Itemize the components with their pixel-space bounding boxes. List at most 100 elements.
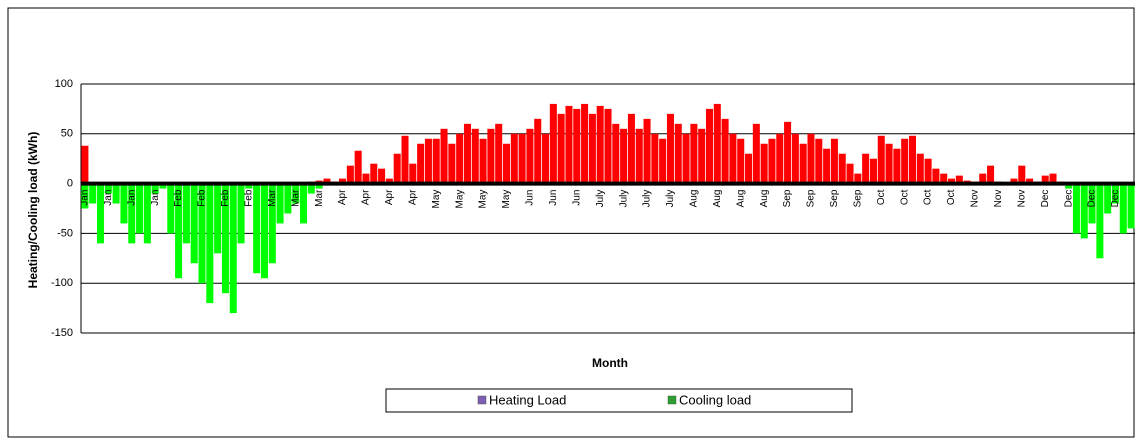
bar	[502, 143, 511, 184]
bar	[854, 173, 862, 184]
bar	[159, 183, 167, 189]
bar	[549, 103, 557, 184]
x-tick-label: Dec	[1040, 190, 1051, 208]
x-tick-label: Dec	[1063, 190, 1074, 208]
bar	[229, 183, 237, 314]
bar	[627, 113, 635, 184]
bar	[893, 148, 901, 184]
x-tick-label: Dec	[1087, 190, 1098, 208]
bar	[1065, 183, 1073, 189]
bar	[674, 123, 682, 184]
bar	[721, 118, 729, 184]
bar	[705, 108, 714, 184]
bar	[463, 123, 471, 184]
bar	[487, 128, 495, 184]
y-tick-label: -100	[51, 277, 73, 289]
bar	[596, 105, 604, 184]
x-tick-label: Dec	[1110, 190, 1121, 208]
bar	[1127, 183, 1135, 229]
bar	[885, 143, 893, 184]
bar	[97, 183, 105, 244]
y-axis-title: Heating/Cooling load (kWh)	[26, 132, 40, 289]
bar	[307, 183, 315, 194]
bar	[862, 153, 870, 184]
bar	[924, 158, 932, 184]
x-tick-label: Feb	[197, 189, 208, 207]
bar	[143, 183, 151, 244]
bar	[955, 175, 963, 184]
bar	[799, 143, 807, 184]
bar	[534, 118, 542, 184]
bar	[807, 133, 815, 184]
bar	[471, 128, 479, 184]
bar	[253, 183, 261, 274]
bar	[214, 183, 222, 254]
y-tick-label: 100	[55, 78, 73, 90]
bar	[542, 133, 550, 184]
bar	[206, 183, 214, 304]
bar	[378, 168, 386, 184]
bar	[385, 178, 393, 184]
bar	[737, 138, 745, 184]
bar	[424, 138, 432, 184]
x-tick-label: Oct	[946, 189, 957, 205]
bar	[362, 173, 370, 184]
x-tick-label: July	[595, 190, 606, 208]
x-tick-label: Nov	[993, 190, 1004, 208]
x-tick-label: May	[454, 190, 465, 209]
x-tick-label: Oct	[923, 189, 934, 205]
bar	[401, 135, 409, 184]
bar	[729, 133, 737, 184]
bar	[565, 105, 573, 184]
bar	[370, 163, 378, 184]
legend	[385, 388, 853, 413]
x-tick-label: Jun	[548, 190, 559, 206]
bar	[877, 135, 885, 184]
bar	[518, 133, 526, 184]
x-tick-label: Nov	[970, 190, 981, 208]
bar	[81, 145, 89, 184]
x-tick-label: Sep	[852, 189, 863, 207]
bar	[393, 153, 401, 184]
y-tick-label: 0	[67, 178, 73, 190]
bar	[784, 121, 792, 184]
bar	[979, 173, 987, 184]
bar	[323, 178, 331, 184]
bar	[104, 183, 112, 194]
bar	[557, 113, 565, 184]
bar	[987, 165, 995, 184]
x-tick-label: Jan	[103, 190, 114, 206]
bar	[869, 158, 877, 184]
bar	[932, 168, 940, 184]
bar	[440, 128, 448, 184]
bar	[120, 183, 128, 224]
x-tick-label: Apr	[384, 189, 395, 205]
bar	[635, 128, 643, 184]
bar	[1104, 183, 1112, 214]
bar	[417, 143, 425, 184]
bar	[908, 135, 917, 184]
x-tick-label: Apr	[407, 189, 418, 205]
bar	[479, 138, 487, 184]
bar	[237, 183, 245, 244]
x-tick-label: Aug	[759, 190, 770, 208]
x-tick-label: Jun	[525, 190, 536, 206]
x-tick-label: Sep	[782, 189, 793, 207]
bar	[299, 183, 308, 224]
bar	[292, 183, 300, 204]
bar	[245, 183, 253, 189]
bar	[175, 183, 183, 279]
bar	[651, 133, 659, 184]
x-tick-label: Oct	[899, 189, 910, 205]
bar	[89, 183, 97, 204]
bar	[823, 148, 831, 184]
x-tick-label: Feb	[173, 189, 184, 207]
x-tick-label: July	[642, 190, 653, 208]
bar	[1041, 175, 1049, 184]
bar	[643, 118, 651, 184]
bar	[339, 178, 347, 184]
x-tick-label: Mar	[314, 189, 325, 207]
bar	[112, 183, 120, 204]
bar	[136, 183, 144, 234]
bar	[573, 108, 581, 184]
